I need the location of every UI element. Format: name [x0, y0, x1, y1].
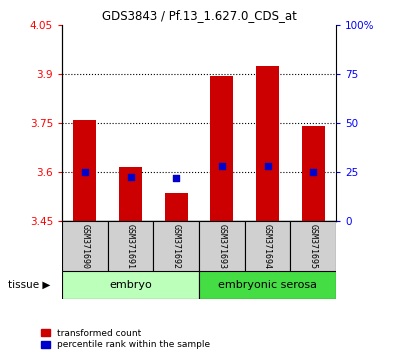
- Bar: [108, 221, 153, 271]
- Bar: [74, 120, 96, 221]
- Point: [127, 174, 134, 180]
- Bar: [153, 221, 199, 271]
- Bar: [245, 221, 290, 271]
- Text: embryo: embryo: [109, 280, 152, 290]
- Bar: [199, 271, 336, 299]
- Bar: [290, 221, 336, 271]
- Point: [82, 169, 88, 175]
- Point: [173, 175, 179, 181]
- Bar: [62, 221, 108, 271]
- Text: GSM371693: GSM371693: [217, 223, 226, 269]
- Bar: [165, 193, 188, 221]
- Bar: [302, 126, 324, 221]
- Text: tissue ▶: tissue ▶: [8, 280, 50, 290]
- Point: [310, 169, 316, 175]
- Legend: transformed count, percentile rank within the sample: transformed count, percentile rank withi…: [40, 329, 210, 349]
- Text: GSM371690: GSM371690: [80, 223, 89, 269]
- Text: GSM371694: GSM371694: [263, 223, 272, 269]
- Text: GSM371692: GSM371692: [172, 223, 181, 269]
- Title: GDS3843 / Pf.13_1.627.0_CDS_at: GDS3843 / Pf.13_1.627.0_CDS_at: [102, 9, 296, 22]
- Point: [264, 164, 271, 169]
- Text: embryonic serosa: embryonic serosa: [218, 280, 317, 290]
- Bar: [199, 221, 245, 271]
- Bar: [119, 167, 142, 221]
- Bar: [210, 75, 233, 221]
- Bar: [256, 66, 279, 221]
- Bar: [62, 271, 199, 299]
- Text: GSM371691: GSM371691: [126, 223, 135, 269]
- Point: [219, 164, 225, 169]
- Text: GSM371695: GSM371695: [309, 223, 318, 269]
